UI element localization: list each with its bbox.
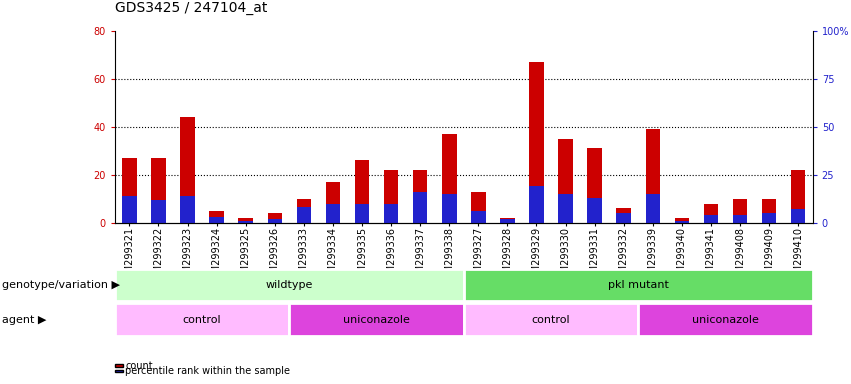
Bar bbox=[209, 217, 224, 223]
Bar bbox=[151, 200, 166, 223]
Text: percentile rank within the sample: percentile rank within the sample bbox=[125, 366, 290, 376]
Text: control: control bbox=[532, 314, 570, 325]
Bar bbox=[587, 148, 602, 223]
Bar bbox=[704, 204, 718, 223]
Bar bbox=[289, 303, 464, 336]
Bar bbox=[704, 215, 718, 223]
Bar bbox=[180, 117, 195, 223]
Bar bbox=[638, 303, 813, 336]
Bar bbox=[326, 204, 340, 223]
Text: uniconazole: uniconazole bbox=[692, 314, 759, 325]
Text: genotype/variation ▶: genotype/variation ▶ bbox=[2, 280, 120, 290]
Bar bbox=[355, 204, 369, 223]
Bar bbox=[558, 194, 573, 223]
Bar bbox=[500, 219, 515, 223]
Bar bbox=[209, 211, 224, 223]
Bar bbox=[675, 221, 689, 223]
Bar bbox=[123, 196, 137, 223]
Bar bbox=[442, 134, 456, 223]
Bar bbox=[238, 221, 253, 223]
Bar bbox=[616, 213, 631, 223]
Text: count: count bbox=[125, 361, 152, 371]
Bar bbox=[297, 207, 311, 223]
Text: pkl mutant: pkl mutant bbox=[608, 280, 669, 290]
Bar bbox=[675, 218, 689, 223]
Bar bbox=[733, 215, 747, 223]
Bar bbox=[558, 139, 573, 223]
Bar bbox=[115, 303, 289, 336]
Bar bbox=[616, 208, 631, 223]
Bar bbox=[267, 213, 282, 223]
Bar bbox=[384, 204, 398, 223]
Bar bbox=[413, 170, 427, 223]
Bar bbox=[442, 194, 456, 223]
Bar bbox=[762, 213, 776, 223]
Bar bbox=[267, 219, 282, 223]
Bar bbox=[587, 198, 602, 223]
Bar bbox=[733, 199, 747, 223]
Text: uniconazole: uniconazole bbox=[343, 314, 410, 325]
Bar bbox=[500, 218, 515, 223]
Bar bbox=[123, 158, 137, 223]
Text: control: control bbox=[183, 314, 221, 325]
Bar bbox=[791, 170, 805, 223]
Bar bbox=[180, 196, 195, 223]
Bar bbox=[791, 209, 805, 223]
Bar bbox=[529, 186, 544, 223]
Bar bbox=[115, 269, 464, 301]
Bar bbox=[413, 192, 427, 223]
Text: GDS3425 / 247104_at: GDS3425 / 247104_at bbox=[115, 2, 267, 15]
Bar bbox=[471, 192, 486, 223]
Bar bbox=[464, 269, 813, 301]
Bar bbox=[529, 62, 544, 223]
Bar bbox=[762, 199, 776, 223]
Bar bbox=[326, 182, 340, 223]
Bar bbox=[646, 129, 660, 223]
Text: wildtype: wildtype bbox=[266, 280, 313, 290]
Bar bbox=[297, 199, 311, 223]
Bar bbox=[471, 211, 486, 223]
Bar bbox=[384, 170, 398, 223]
Text: agent ▶: agent ▶ bbox=[2, 314, 46, 325]
Bar bbox=[151, 158, 166, 223]
Bar bbox=[238, 218, 253, 223]
Bar bbox=[646, 194, 660, 223]
Bar bbox=[355, 161, 369, 223]
Bar bbox=[464, 303, 638, 336]
